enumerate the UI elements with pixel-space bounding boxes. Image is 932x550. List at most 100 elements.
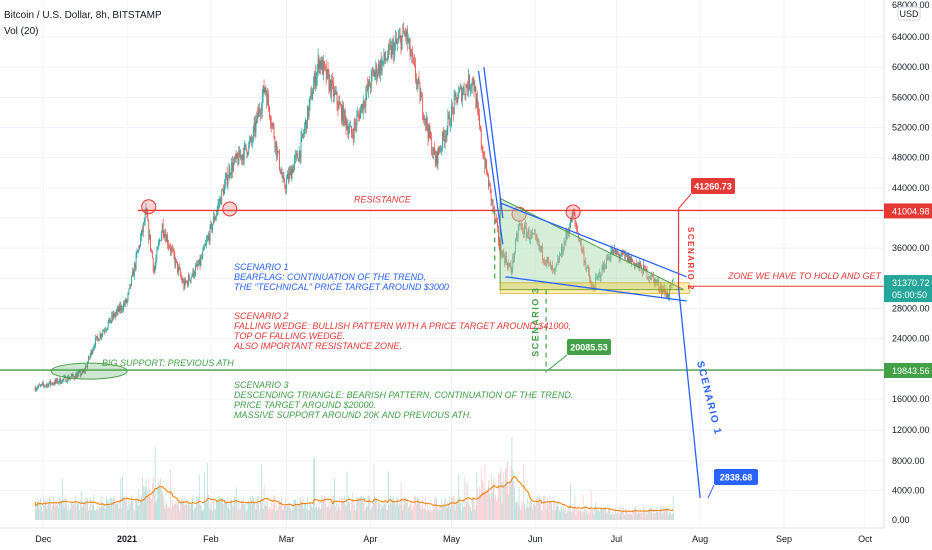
candle-body: [315, 73, 316, 87]
candle-body: [85, 366, 87, 372]
volume-bar: [359, 497, 361, 520]
candle-body: [443, 136, 445, 142]
volume-indicator-label[interactable]: Vol (20): [4, 26, 39, 37]
volume-bar: [149, 489, 151, 520]
candle-body: [612, 249, 614, 255]
volume-bar: [183, 501, 185, 520]
candle-body: [114, 313, 115, 317]
volume-bar: [251, 502, 252, 520]
volume-bar: [174, 503, 176, 520]
candle-body: [526, 233, 528, 238]
candle-body: [163, 234, 165, 237]
volume-bar: [538, 494, 540, 520]
candle-body: [79, 371, 81, 376]
volume-bar: [115, 503, 116, 520]
volume-bar: [596, 506, 598, 520]
volume-bar: [121, 509, 123, 520]
volume-bar: [169, 469, 171, 520]
candle-body: [86, 366, 87, 368]
candle-body: [126, 300, 128, 303]
candle-body: [186, 281, 188, 283]
candle-body: [120, 305, 122, 311]
volume-bar: [134, 498, 136, 520]
candle-body: [360, 109, 361, 119]
volume-bar: [78, 509, 80, 520]
candle-body: [109, 317, 111, 323]
candle-body: [445, 135, 447, 137]
volume-bar: [552, 496, 554, 520]
price-axis-background: [884, 0, 932, 550]
volume-bar: [502, 481, 504, 520]
candle-body: [171, 248, 173, 250]
volume-bar: [634, 506, 636, 520]
volume-bar: [620, 506, 622, 520]
volume-bar: [47, 499, 49, 520]
candle-body: [374, 72, 376, 77]
wedge-upper-line: [499, 202, 687, 278]
volume-bar: [479, 487, 480, 520]
candle-body: [563, 241, 565, 251]
volume-bar: [87, 510, 89, 520]
volume-bar: [176, 500, 178, 520]
volume-bar: [590, 490, 592, 520]
candle-body: [69, 378, 70, 380]
price-label-last-bg: [884, 275, 932, 303]
candle-body: [485, 160, 487, 168]
candle-body: [400, 35, 402, 50]
volume-bar: [525, 506, 527, 520]
volume-bar: [186, 500, 188, 520]
volume-tick-label: 8000.00: [892, 456, 925, 466]
candle-body: [512, 256, 514, 270]
volume-bar: [248, 500, 250, 520]
volume-bar: [110, 498, 112, 520]
candle-body: [180, 275, 182, 278]
volume-bar: [333, 495, 334, 520]
volume-bar: [224, 501, 226, 520]
candle-body: [58, 382, 60, 384]
volume-bar: [189, 506, 191, 520]
volume-bar: [468, 502, 470, 520]
candle-body: [117, 308, 119, 312]
candle-body: [84, 371, 86, 372]
candle-body: [45, 385, 47, 386]
candle-body: [182, 281, 184, 283]
volume-bar: [640, 508, 642, 520]
candle-body: [428, 125, 430, 139]
volume-bar: [625, 509, 627, 520]
symbol-title[interactable]: Bitcoin / U.S. Dollar, 8h, BITSTAMP: [4, 10, 162, 21]
volume-bar: [503, 471, 505, 520]
volume-bar: [65, 495, 67, 520]
volume-bar: [540, 502, 542, 520]
candle-body: [507, 263, 509, 268]
candle-body: [571, 212, 573, 223]
candle-body: [159, 240, 160, 243]
candle-body: [342, 105, 343, 121]
candle-body: [347, 126, 349, 135]
volume-bar: [472, 496, 474, 520]
candle-body: [502, 251, 504, 258]
volume-bar: [452, 496, 454, 520]
volume-bar: [129, 504, 131, 520]
candle-body: [566, 232, 568, 236]
candle-body: [410, 55, 412, 56]
candle-body: [303, 133, 305, 136]
candle-body: [118, 305, 120, 312]
candle-body: [596, 277, 598, 278]
zone-label: ZONE WE HAVE TO HOLD AND GET ABOVE: [727, 271, 915, 281]
candle-body: [350, 126, 352, 128]
candle-body: [443, 131, 444, 137]
volume-bar: [221, 498, 223, 520]
candle-body: [652, 275, 654, 279]
volume-bar: [324, 496, 325, 520]
volume-bar: [515, 502, 516, 520]
candle-body: [436, 152, 438, 164]
volume-bar: [173, 505, 175, 520]
volume-bar: [107, 505, 109, 520]
volume-bar: [117, 499, 119, 520]
candle-body: [308, 103, 310, 117]
volume-bar: [133, 510, 135, 520]
volume-bar: [653, 513, 655, 520]
volume-bar: [283, 506, 285, 520]
candle-body: [393, 43, 395, 58]
